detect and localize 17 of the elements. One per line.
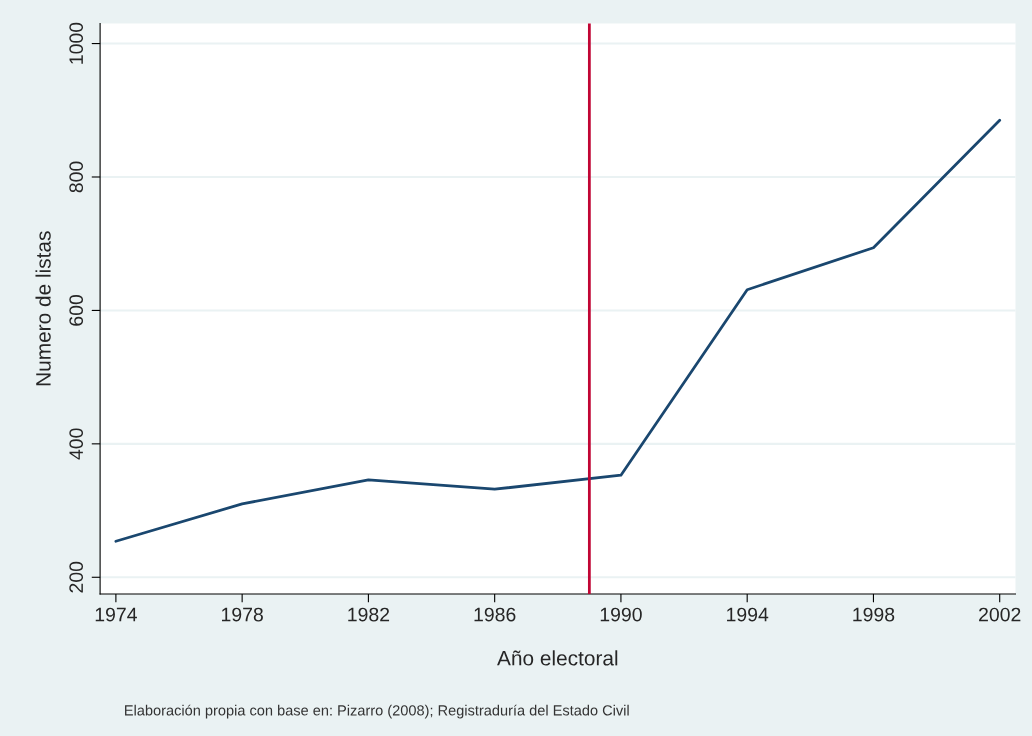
x-tick-label: 2002 xyxy=(979,607,1021,622)
line-series xyxy=(114,118,1002,543)
y-tick-label: 800 xyxy=(69,161,84,193)
x-tick-label: 1998 xyxy=(853,607,895,622)
x-tick-label: 1994 xyxy=(727,607,769,622)
text: Elaboración propia con base en: Pizarro (2008); Registraduría del Estado Civil xyxy=(125,704,629,719)
y-tick-label: 600 xyxy=(69,294,84,326)
x-tick-label: 1974 xyxy=(95,607,137,622)
x-axis-title: Año electoral xyxy=(497,650,618,666)
x-tick-label: 1982 xyxy=(348,607,390,622)
x-tick-label: 1978 xyxy=(222,607,263,622)
y-tick-label: 400 xyxy=(69,428,84,460)
y-tick-label: 200 xyxy=(69,561,84,593)
x-tick-label: 1986 xyxy=(474,607,516,622)
y-axis-title: Numero de listas xyxy=(35,231,51,386)
y-tick-label: 1000 xyxy=(69,22,84,64)
x-tick-label: 1990 xyxy=(600,607,642,622)
